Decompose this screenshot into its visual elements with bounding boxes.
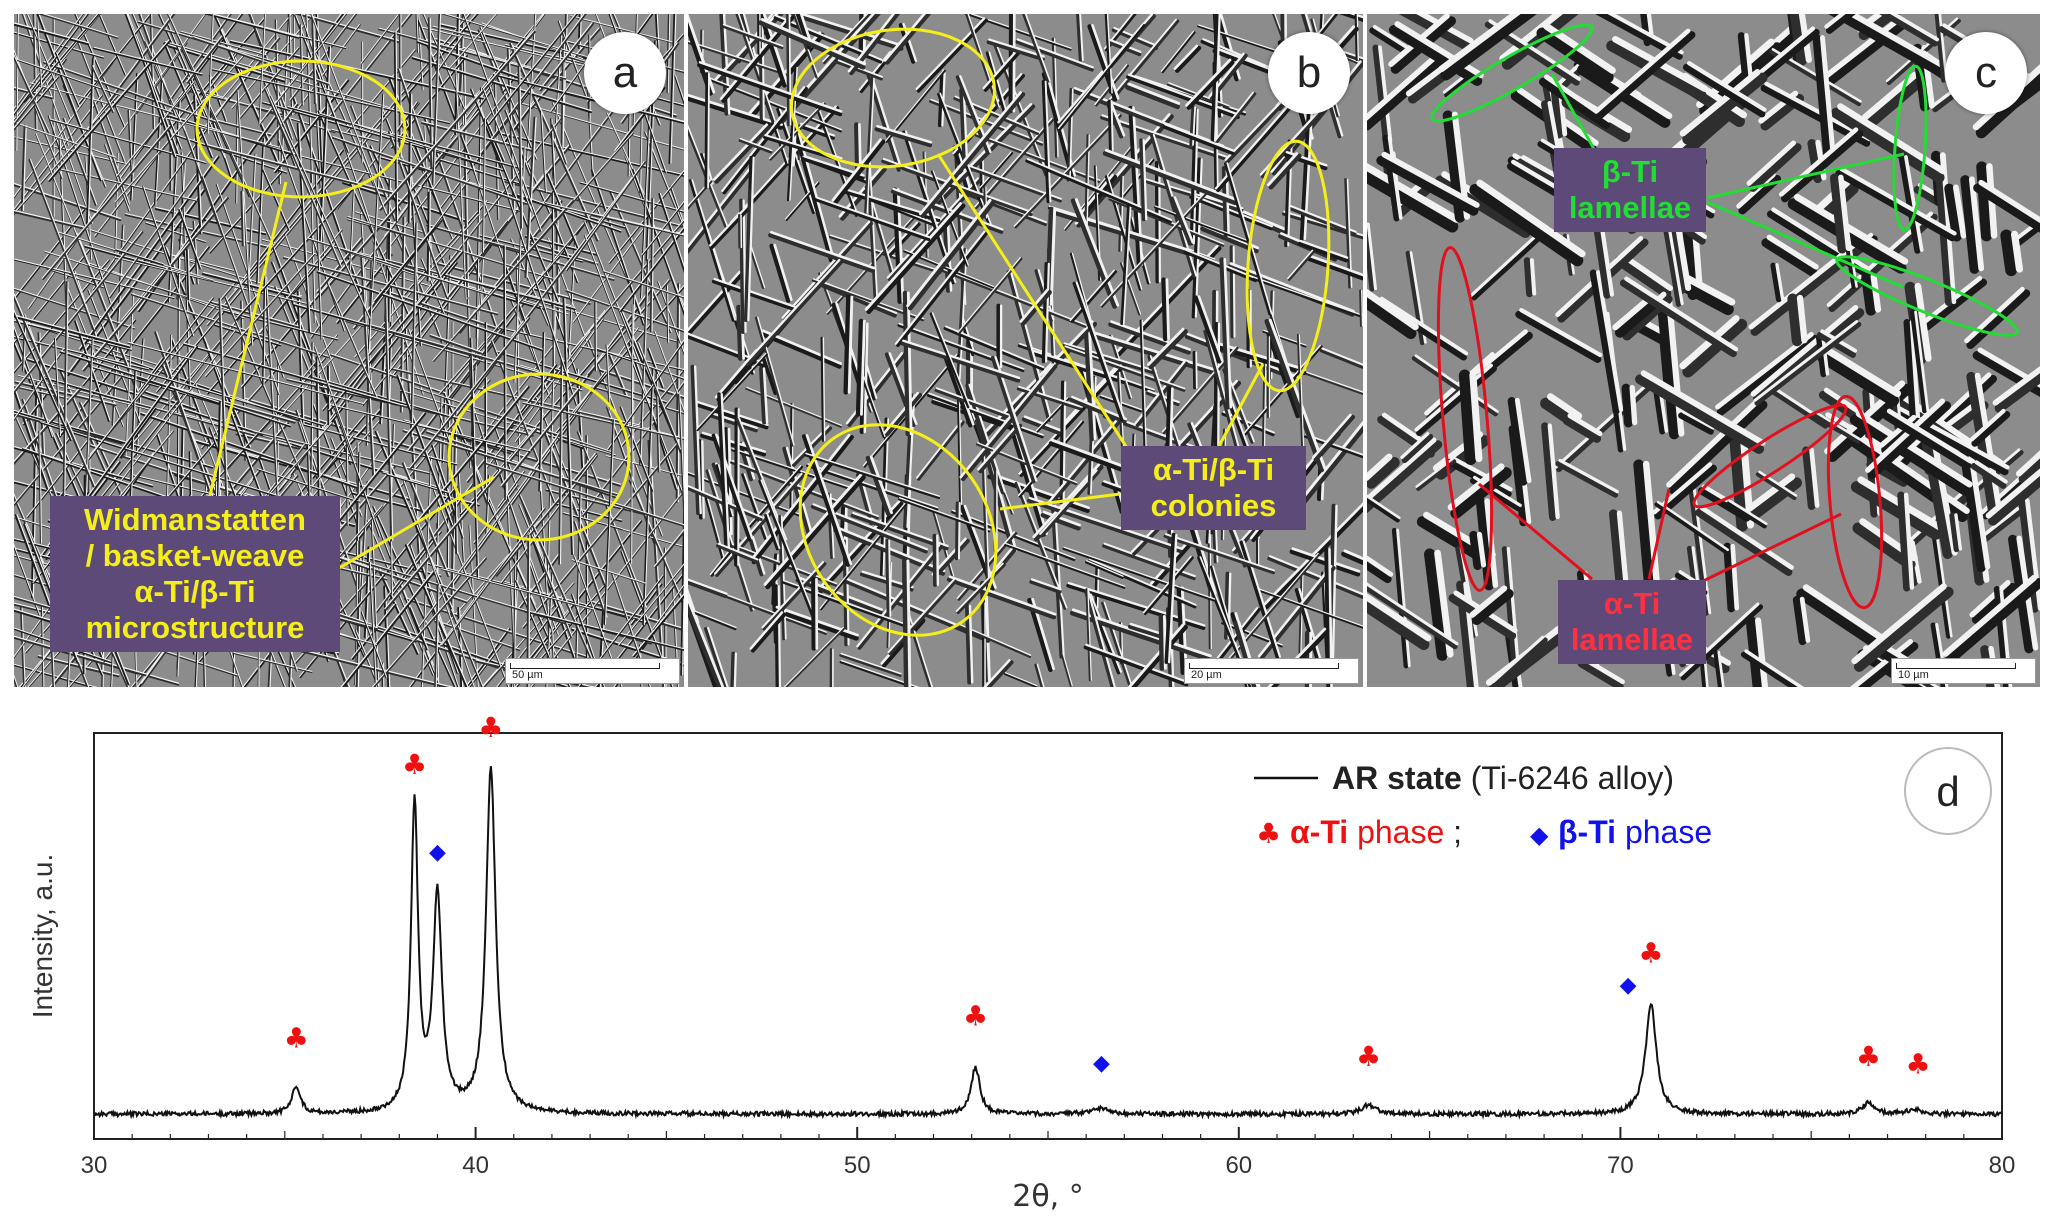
label-line: / basket-weave [85, 538, 305, 573]
label-line: microstructure [85, 610, 305, 645]
legend-series-bold: AR state [1332, 760, 1462, 796]
legend-series: AR state (Ti-6246 alloy) [1332, 760, 1674, 796]
beta-lamella-ellipse [1892, 64, 1928, 232]
x-tick-label: 40 [462, 1152, 489, 1179]
x-axis-label: 2θ, ° [1012, 1179, 1084, 1214]
highlight-ellipse [447, 372, 631, 542]
micrograph-panel-c: β-Ti lamellae α-Ti lamellae c 10 µm [1367, 14, 2040, 687]
highlight-ellipse [195, 59, 407, 199]
alpha-lamella-ellipse [1826, 394, 1884, 610]
annotation-overlay-c [1430, 23, 2019, 610]
scale-bar: 50 µm [505, 658, 680, 684]
micrograph-panel-b: α-Ti/β-Ti colonies b 20 µm [688, 14, 1363, 687]
alpha-phase-marker: ♣ [1905, 1048, 1930, 1081]
microstructure-label-box: Widmanstatten / basket-weave α-Ti/β-Ti m… [50, 496, 340, 652]
scale-bar-label: 50 µm [512, 669, 543, 681]
panel-letter-badge-d [1904, 747, 1992, 835]
beta-lamella-ellipse [1835, 255, 2019, 337]
scale-bar-line [1896, 663, 2016, 669]
legend-separator: ; [1444, 814, 1471, 850]
leader-line [1478, 482, 1593, 581]
micrograph-panel-a: Widmanstatten / basket-weave α-Ti/β-Ti m… [14, 14, 684, 687]
beta-phase-marker: ◆ [1620, 973, 1637, 998]
alpha-lamella-ellipse [1436, 246, 1494, 592]
label-line: α-Ti/β-Ti [1152, 452, 1275, 487]
highlight-ellipse [790, 27, 996, 169]
legend-alpha-symbol: ♣ [1256, 817, 1281, 850]
xrd-pattern-line [93, 766, 2003, 1120]
legend-beta-symbol: ◆ [1530, 821, 1549, 849]
alpha-phase-marker: ♣ [284, 1022, 309, 1055]
legend-phases: α-Ti phase ; [1290, 814, 1471, 850]
beta-lamella-ellipse [1430, 23, 1594, 123]
beta-phase-marker: ◆ [429, 840, 446, 865]
alpha-lamella-ellipse [1692, 403, 1848, 509]
label-line: colonies [1150, 488, 1277, 523]
annotation-overlay-a [195, 59, 631, 576]
legend-beta: β-Ti phase [1558, 814, 1712, 850]
leader-line [328, 475, 495, 576]
scale-bar-label: 20 µm [1191, 669, 1222, 681]
legend-alpha-bold: α-Ti [1290, 814, 1348, 850]
highlight-ellipse [1245, 139, 1331, 393]
xrd-chart: 30 40 50 60 70 80 ♣♣◆♣♣◆ ♣◆♣♣ ♣ 2θ, ° Intensity… [27, 711, 2016, 1214]
leader-line [1550, 73, 1596, 150]
leader-line [1706, 152, 1905, 200]
label-line: lamellae [1570, 622, 1694, 657]
label-line: α-Ti [1603, 586, 1661, 621]
x-axis-ticks [93, 1127, 2003, 1139]
leader-line [936, 153, 1147, 477]
label-line: lamellae [1568, 190, 1692, 225]
alpha-phase-marker: ♣ [1856, 1040, 1881, 1073]
colonies-label-box: α-Ti/β-Ti colonies [1121, 446, 1306, 530]
x-tick-label: 30 [81, 1152, 108, 1179]
alpha-phase-marker: ♣ [963, 999, 988, 1032]
x-tick-labels: 30 40 50 60 70 80 [81, 1152, 2016, 1179]
alpha-phase-marker: ♣ [478, 711, 503, 744]
phase-markers: ♣♣◆♣♣◆ ♣◆♣♣ ♣ [284, 711, 1931, 1081]
scale-bar-label: 10 µm [1898, 669, 1929, 681]
label-line: Widmanstatten [84, 502, 306, 537]
leader-line [1696, 512, 1842, 586]
label-line: α-Ti/β-Ti [134, 574, 256, 609]
plot-frame [93, 732, 2003, 1140]
scale-bar-line [1189, 663, 1339, 669]
leader-line [207, 181, 288, 500]
x-tick-label: 50 [844, 1152, 871, 1179]
panel-letter-d: d [1936, 768, 1959, 815]
x-tick-label: 80 [1989, 1152, 2016, 1179]
alpha-lamellae-label-box: α-Ti lamellae [1558, 580, 1706, 664]
micrograph-texture-b [688, 14, 1363, 687]
panel-letter-badge: a [584, 32, 666, 114]
x-tick-label: 60 [1225, 1152, 1252, 1179]
leader-line [999, 492, 1121, 511]
panel-letter-badge: b [1268, 32, 1350, 114]
alpha-phase-marker: ♣ [402, 748, 427, 781]
label-line: β-Ti [1601, 154, 1659, 189]
panel-letter-badge: c [1945, 32, 2027, 114]
y-axis-label: Intensity, a.u. [27, 854, 58, 1018]
alpha-phase-marker: ♣ [1638, 937, 1663, 970]
legend-series-rest: (Ti-6246 alloy) [1462, 760, 1674, 796]
legend-alpha-rest: phase [1348, 814, 1444, 850]
beta-lamellae-label-box: β-Ti lamellae [1554, 148, 1706, 232]
scale-bar-line [510, 663, 660, 669]
x-tick-label: 70 [1607, 1152, 1634, 1179]
legend-beta-rest: phase [1616, 814, 1712, 850]
alpha-phase-marker: ♣ [1356, 1040, 1381, 1073]
legend-beta-bold: β-Ti [1558, 814, 1616, 850]
scale-bar: 10 µm [1891, 658, 2036, 684]
beta-phase-marker: ◆ [1093, 1051, 1110, 1076]
leader-line [1706, 200, 1904, 289]
annotation-overlay-b [790, 27, 1331, 637]
leader-line [1647, 488, 1671, 580]
highlight-ellipse [798, 423, 998, 637]
scale-bar: 20 µm [1184, 658, 1359, 684]
